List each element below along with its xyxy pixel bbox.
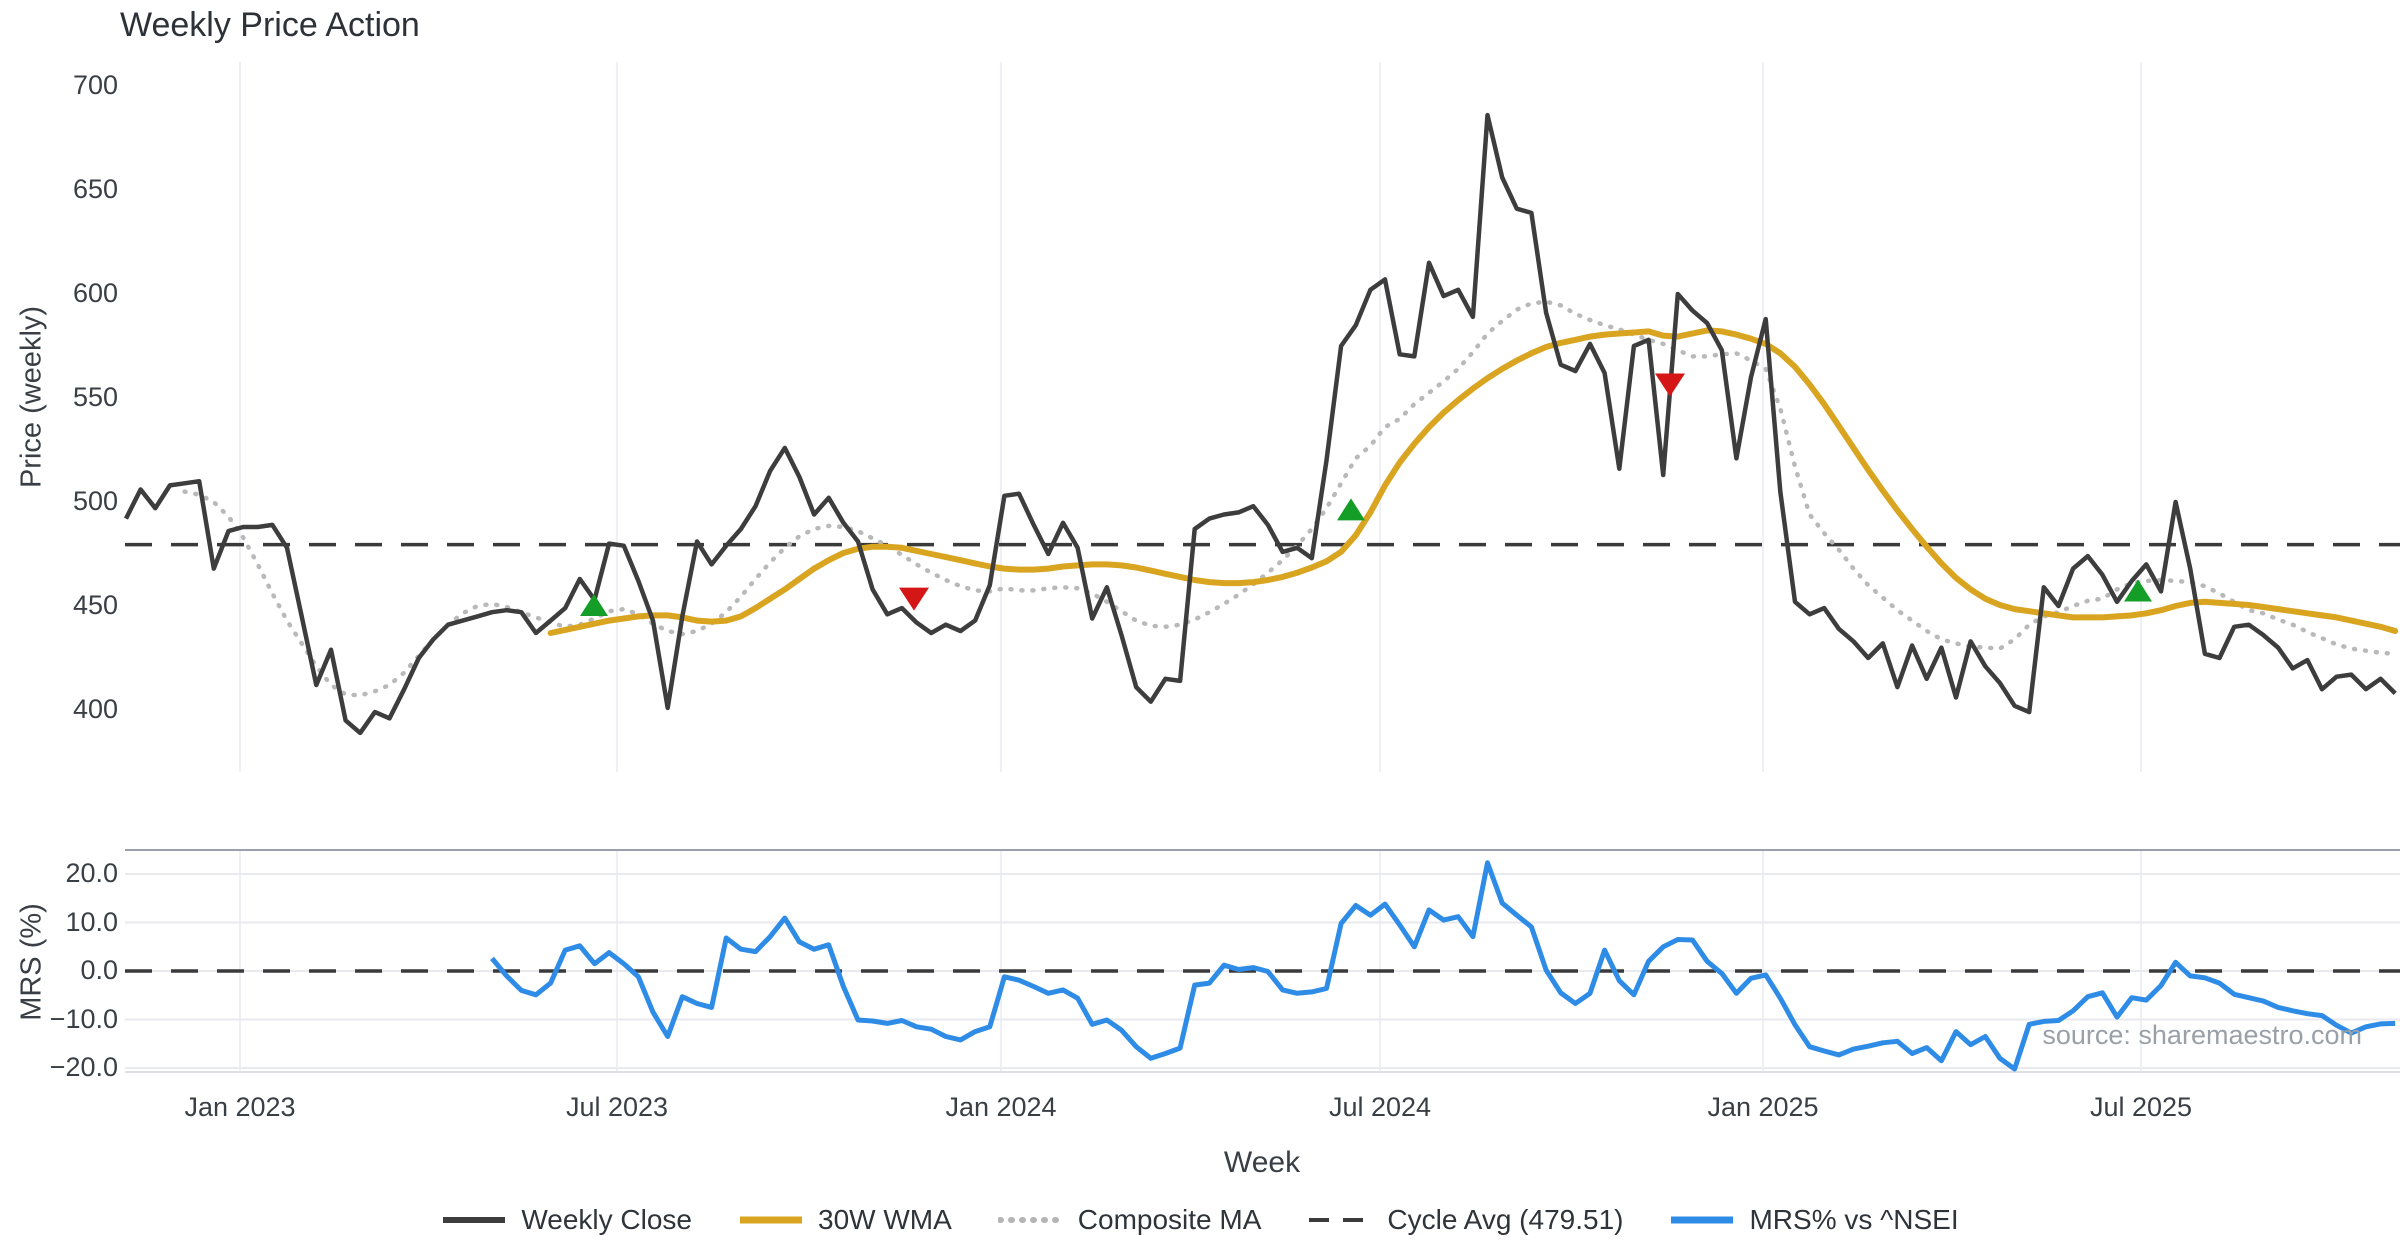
- legend-label: MRS% vs ^NSEI: [1749, 1204, 1959, 1235]
- series-weekly-close: [123, 112, 2397, 736]
- price-y-tick: 500: [72, 486, 118, 516]
- legend-item-weekly-close: Weekly Close: [441, 1204, 692, 1236]
- legend-label: 30W WMA: [818, 1204, 952, 1235]
- mrs-y-tick: 20.0: [65, 858, 118, 888]
- legend-swatch-composite-ma: [997, 1217, 1064, 1223]
- sell-signal-triangle: [1655, 373, 1685, 397]
- price-y-tick: 700: [72, 70, 118, 100]
- x-tick: Jul 2024: [1328, 1092, 1432, 1122]
- legend-item-cycle-avg: Cycle Avg (479.51): [1307, 1204, 1623, 1236]
- legend-swatch-30w-wma: [740, 1216, 802, 1224]
- legend-item-composite-ma: Composite MA: [997, 1204, 1262, 1236]
- legend-label: Cycle Avg (479.51): [1387, 1204, 1624, 1235]
- series-composite-ma: [182, 299, 2398, 698]
- x-tick: Jan 2024: [945, 1092, 1057, 1122]
- legend-swatch-cycle-avg: [1309, 1218, 1372, 1222]
- legend-swatch-mrs: [1671, 1216, 1734, 1224]
- buy-signal-triangle: [1337, 498, 1365, 521]
- legend-item-30w-wma: 30W WMA: [738, 1204, 952, 1236]
- x-tick: Jul 2025: [2089, 1092, 2193, 1122]
- mrs-y-tick: 0.0: [80, 955, 118, 985]
- price-y-tick: 450: [72, 590, 118, 620]
- legend-label: Composite MA: [1077, 1204, 1262, 1235]
- legend-swatch-weekly-close: [443, 1217, 506, 1223]
- price-y-tick: 400: [72, 694, 118, 724]
- legend-item-mrs: MRS% vs ^NSEI: [1669, 1204, 1959, 1236]
- source-credit: source: sharemaestro.com: [2042, 1020, 2362, 1050]
- price-y-tick: 600: [72, 278, 118, 308]
- series-mrs: [490, 860, 2396, 1072]
- price-y-tick: 650: [72, 174, 118, 204]
- x-axis-label: Week: [1223, 1146, 1301, 1179]
- price-y-tick: 550: [72, 382, 118, 412]
- legend-label: Weekly Close: [521, 1204, 692, 1235]
- sell-signal-triangle: [899, 587, 929, 611]
- x-tick: Jul 2023: [565, 1092, 669, 1122]
- x-tick: Jan 2025: [1707, 1092, 1819, 1122]
- mrs-y-tick: −10.0: [49, 1003, 118, 1034]
- mrs-y-tick: 10.0: [65, 906, 118, 937]
- mrs-y-tick: −20.0: [49, 1052, 118, 1082]
- buy-signal-triangle: [2124, 579, 2152, 602]
- chart-title: Weekly Price Action: [120, 6, 420, 44]
- x-tick: Jan 2023: [184, 1092, 296, 1122]
- legend: Weekly Close 30W WMA Composite MA Cycle …: [0, 1204, 2400, 1236]
- buy-signal-triangle: [580, 594, 608, 616]
